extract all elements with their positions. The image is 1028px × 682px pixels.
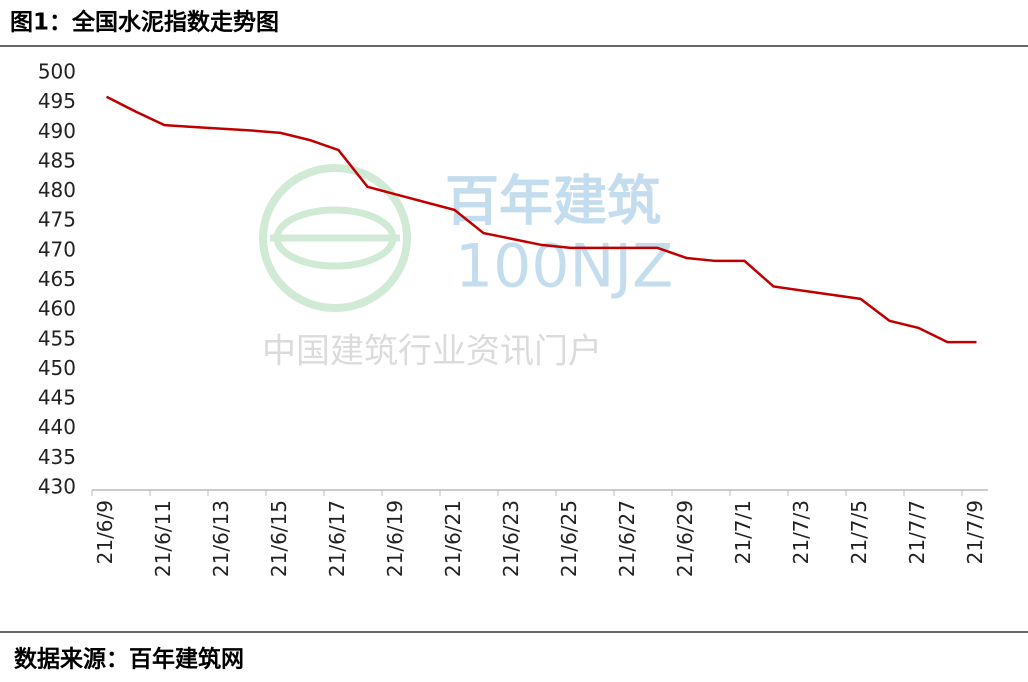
y-tick-label: 430 bbox=[38, 475, 76, 499]
x-tick-label: 21/6/17 bbox=[325, 500, 349, 577]
x-tick-label: 21/7/3 bbox=[789, 500, 813, 564]
x-tick-label: 21/6/25 bbox=[557, 500, 581, 577]
x-tick-label: 21/6/19 bbox=[383, 500, 407, 577]
data-line bbox=[105, 95, 977, 344]
y-tick-label: 435 bbox=[38, 445, 76, 469]
x-tick-label: 21/6/23 bbox=[499, 500, 523, 577]
x-tick-label: 21/7/7 bbox=[905, 500, 929, 564]
chart-title: 图1：全国水泥指数走势图 bbox=[10, 9, 279, 36]
watermark-code: 100NJZ bbox=[455, 232, 673, 302]
y-tick-label: 485 bbox=[38, 148, 76, 172]
y-tick-label: 490 bbox=[38, 119, 76, 143]
source-note: 数据来源：百年建筑网 bbox=[14, 646, 244, 673]
y-tick-label: 470 bbox=[38, 237, 76, 261]
x-tick-label: 21/6/9 bbox=[93, 500, 117, 564]
y-tick-label: 480 bbox=[38, 178, 76, 202]
y-tick-label: 445 bbox=[38, 386, 76, 410]
x-tick-label: 21/7/5 bbox=[847, 500, 871, 564]
x-tick-label: 21/7/9 bbox=[963, 500, 987, 564]
x-tick-label: 21/6/29 bbox=[673, 500, 697, 577]
watermark-brand: 百年建筑 bbox=[445, 170, 661, 233]
watermark-slogan: 中国建筑行业资讯门户 bbox=[262, 332, 602, 372]
x-tick-label: 21/6/13 bbox=[209, 500, 233, 577]
x-tick-label: 21/7/1 bbox=[731, 500, 755, 564]
watermark: 百年建筑 100NJZ 中国建筑行业资讯门户 bbox=[259, 164, 673, 372]
y-tick-label: 460 bbox=[38, 297, 76, 321]
y-tick-label: 465 bbox=[38, 267, 76, 291]
x-tick-label: 21/6/15 bbox=[267, 500, 291, 577]
y-tick-label: 440 bbox=[38, 415, 76, 439]
watermark-logo bbox=[273, 206, 397, 270]
y-tick-label: 455 bbox=[38, 326, 76, 350]
x-tick-label: 21/6/21 bbox=[441, 500, 465, 577]
y-tick-label: 450 bbox=[38, 356, 76, 380]
watermark-logo bbox=[259, 164, 411, 312]
y-tick-label: 475 bbox=[38, 208, 76, 232]
x-tick-label: 21/6/27 bbox=[615, 500, 639, 577]
y-tick-label: 500 bbox=[38, 60, 76, 84]
x-tick-label: 21/6/11 bbox=[151, 500, 175, 577]
y-tick-label: 495 bbox=[38, 89, 76, 113]
